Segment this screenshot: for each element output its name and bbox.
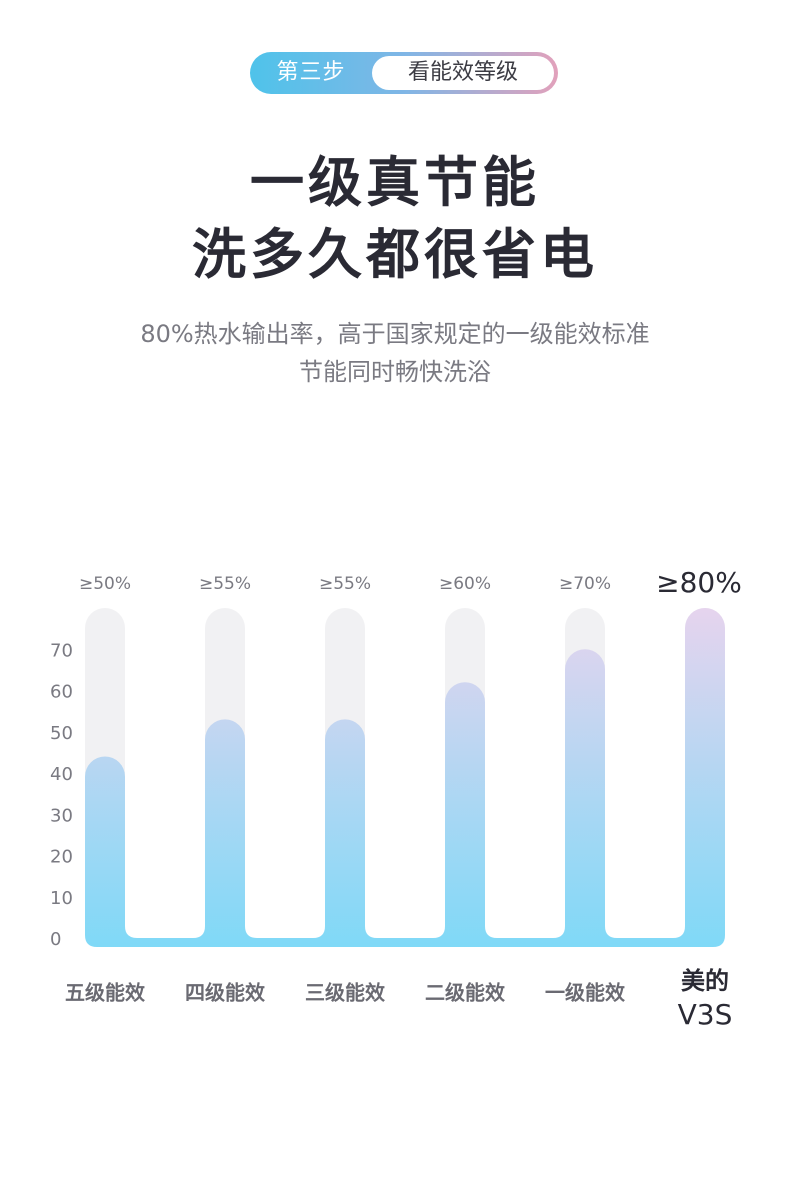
headline-line-2: 洗多久都很省电 xyxy=(192,223,598,286)
bar-gap xyxy=(365,600,445,938)
category-label: 五级能效 xyxy=(65,981,145,1005)
value-label: ≥50% xyxy=(79,574,131,594)
step-title-label: 看能效等级 xyxy=(372,56,554,90)
bar-4 xyxy=(565,649,605,947)
bar-gap xyxy=(125,600,205,938)
bar-gap xyxy=(605,600,685,938)
category-label: 美的 xyxy=(681,967,729,995)
value-label: ≥70% xyxy=(559,574,611,594)
y-tick-label: 70 xyxy=(50,640,73,661)
category-label: V3S xyxy=(678,998,733,1031)
y-tick-label: 10 xyxy=(50,888,73,909)
efficiency-bar-chart: 0 10 20 30 40 50 60 70 ≥50% ≥55% ≥55% ≥60% ≥70% ≥80%… xyxy=(50,566,742,1031)
bar-2 xyxy=(325,719,365,947)
value-label: ≥60% xyxy=(439,574,491,594)
bar-gap xyxy=(485,600,565,938)
bar-3 xyxy=(445,682,485,947)
y-tick-label: 60 xyxy=(50,682,73,703)
subtitle-line-2: 节能同时畅快洗浴 xyxy=(299,358,491,386)
category-label: 二级能效 xyxy=(425,981,505,1005)
y-tick-label: 50 xyxy=(50,723,73,744)
value-label: ≥55% xyxy=(199,574,251,594)
step-badge: 第三步 看能效等级 xyxy=(250,52,558,94)
y-tick-label: 40 xyxy=(50,764,73,785)
bar-0 xyxy=(85,756,125,947)
bar-1 xyxy=(205,719,245,947)
bar-5 xyxy=(685,608,725,947)
y-tick-label: 0 xyxy=(50,929,61,950)
category-label: 三级能效 xyxy=(305,981,385,1005)
category-label: 一级能效 xyxy=(545,981,625,1005)
subtitle-line-1: 80%热水输出率，高于国家规定的一级能效标准 xyxy=(140,320,650,348)
category-label: 四级能效 xyxy=(185,981,265,1005)
headline-line-1: 一级真节能 xyxy=(250,151,540,214)
value-label: ≥55% xyxy=(319,574,371,594)
value-label-highlight: ≥80% xyxy=(656,566,742,599)
bar-gap xyxy=(245,600,325,938)
y-tick-label: 30 xyxy=(50,805,73,826)
step-number-label: 第三步 xyxy=(276,60,346,85)
y-tick-label: 20 xyxy=(50,847,73,868)
